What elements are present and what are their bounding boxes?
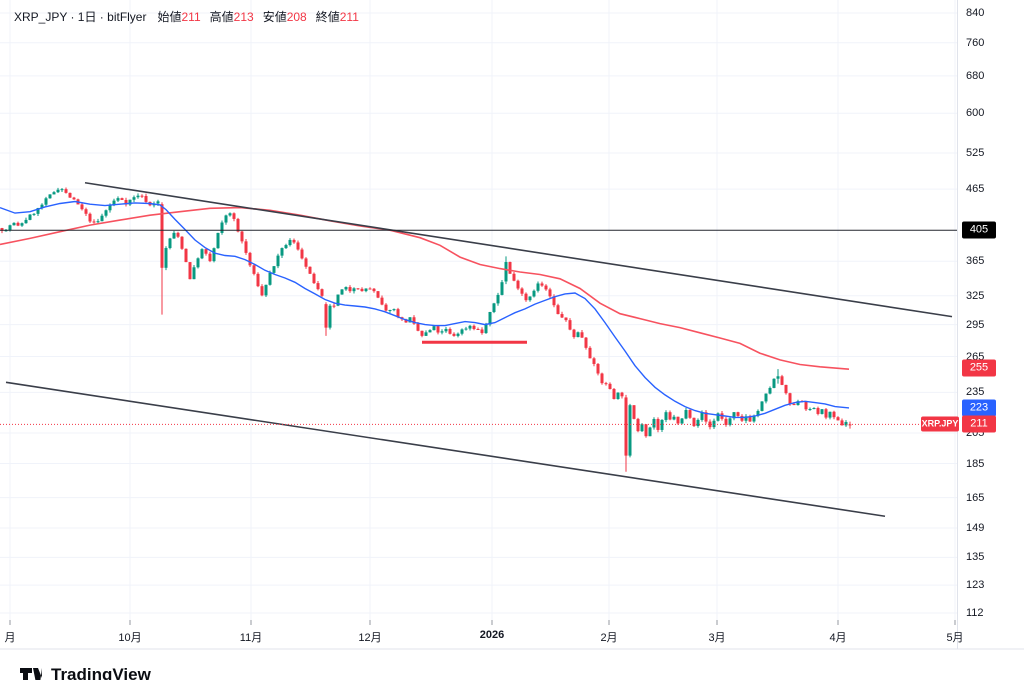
- time-axis-label: 月: [4, 632, 16, 644]
- price-badge-255: 255: [962, 359, 996, 377]
- symbol-title[interactable]: XRP_JPY · 1日 · bitFlyer: [14, 10, 147, 24]
- price-axis-label: 295: [966, 318, 985, 331]
- candles: [0, 187, 852, 472]
- price-axis-label: 112: [966, 607, 984, 619]
- tradingview-logo-text: TradingView: [51, 665, 151, 680]
- time-axis-label: 2月: [600, 632, 618, 644]
- price-axis-label: 600: [966, 107, 985, 120]
- price-badge-405: 405: [962, 221, 996, 239]
- price-axis-label: 760: [966, 36, 985, 49]
- time-axis-label: 5月: [946, 632, 964, 644]
- time-axis-label: 2026: [479, 629, 505, 641]
- lower-trendline[interactable]: [5, 381, 886, 518]
- symbol-legend[interactable]: XRP_JPY · 1日 · bitFlyer 始値211 高値213 安値20…: [14, 8, 359, 25]
- price-axis-label: 325: [966, 289, 985, 302]
- ma-slow-line: [0, 206, 850, 370]
- price-axis-label: 123: [966, 579, 985, 592]
- price-axis-label: 365: [966, 255, 985, 268]
- time-axis-label: 11月: [239, 632, 263, 644]
- price-badge-211: 211: [962, 415, 996, 433]
- price-axis-label: 680: [966, 69, 985, 82]
- price-axis-label: 465: [966, 183, 985, 196]
- symbol-price-tag: XRP.JPY: [921, 416, 959, 432]
- legend-low: 安値208: [262, 10, 307, 24]
- price-axis-label: 235: [966, 386, 985, 399]
- ma-fast-line: [0, 200, 850, 419]
- gridlines: [0, 0, 958, 625]
- legend-close: 終値211: [315, 10, 359, 24]
- legend-open: 始値211: [157, 10, 201, 24]
- time-axis-label: 4月: [829, 632, 847, 644]
- time-axis-label: 3月: [708, 632, 726, 644]
- price-axis-label: 840: [966, 7, 985, 19]
- legend-high: 高値213: [209, 10, 254, 24]
- price-axis-label: 525: [966, 147, 985, 159]
- time-axis-label: 10月: [118, 632, 142, 644]
- time-axis-label: 12月: [358, 632, 382, 644]
- price-axis-label: 135: [966, 551, 985, 564]
- tradingview-logo[interactable]: TradingView: [20, 665, 151, 680]
- price-axis-label: 149: [966, 522, 985, 534]
- price-badge-223: 223: [962, 399, 996, 417]
- tradingview-logo-icon: [20, 667, 42, 680]
- upper-trendline[interactable]: [84, 181, 953, 318]
- price-axis-label: 185: [966, 457, 985, 470]
- price-axis-label: 165: [966, 491, 985, 504]
